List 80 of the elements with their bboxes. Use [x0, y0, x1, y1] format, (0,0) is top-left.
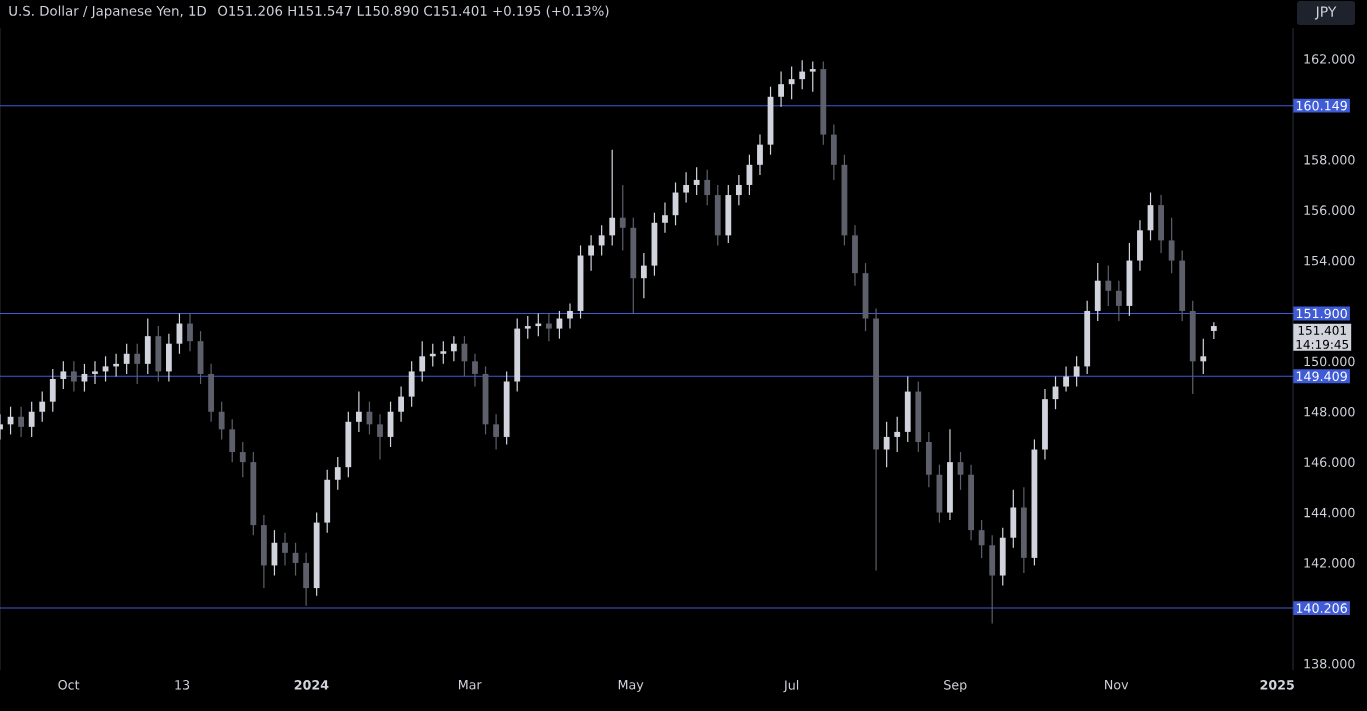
- x-tick-label: Mar: [458, 680, 482, 690]
- candlestick: [640, 252, 647, 299]
- y-tick-label: 146.000: [1304, 457, 1355, 467]
- x-tick-label: May: [618, 680, 644, 692]
- candlestick: [567, 302, 573, 330]
- text: JPY: [1314, 6, 1337, 20]
- candlestick: [545, 312, 552, 342]
- x-tick-label: 2025: [1260, 680, 1294, 690]
- candlestick: [683, 171, 689, 204]
- candlestick: [60, 360, 67, 390]
- y-tick-label: 156.000: [1304, 205, 1355, 215]
- candlestick: [334, 456, 341, 491]
- y-tick-label: 148.000: [1304, 406, 1355, 417]
- candlestick: [588, 234, 594, 272]
- candlestick: [1063, 365, 1069, 393]
- candlestick: [472, 353, 478, 388]
- candlestick: [894, 416, 901, 453]
- chart-subtitle: O151.206 H151.547 L150.890 C151.401 +0.195 (+0.13%): [218, 5, 609, 18]
- ref-line-label: 151.900: [1296, 308, 1347, 319]
- candlestick: [450, 335, 457, 362]
- candlestick: [1168, 217, 1175, 274]
- x-tick-label: Nov: [1105, 680, 1129, 690]
- candlestick: [493, 413, 499, 451]
- candlestick: [28, 401, 35, 438]
- y-tick-label: 150.000: [1304, 356, 1355, 367]
- candlestick: [1105, 265, 1112, 307]
- candlestick: [1115, 280, 1122, 322]
- candlestick: [619, 184, 626, 252]
- x-tick-label: 13: [175, 680, 190, 690]
- candlestick: [735, 174, 742, 206]
- candlestick: [123, 343, 130, 375]
- y-tick-label: 158.000: [1304, 154, 1355, 165]
- chart-title: U.S. Dollar / Japanese Yen, 1D: [9, 5, 206, 19]
- candlestick: [229, 418, 236, 463]
- candlestick: [1073, 355, 1080, 388]
- y-tick-label: 162.000: [1304, 54, 1355, 64]
- candlestick: [978, 519, 985, 559]
- text: 14:19:45: [1296, 339, 1349, 349]
- y-tick-label: 144.000: [1304, 507, 1355, 518]
- candlestick: [757, 133, 763, 176]
- candlestick: [187, 312, 193, 352]
- candlestick: [92, 360, 98, 385]
- candlestick: [778, 70, 784, 108]
- candlestick: [1200, 338, 1207, 375]
- candlestick: [799, 59, 806, 90]
- candlestick: [355, 390, 362, 433]
- x-tick-label: Sep: [944, 680, 967, 693]
- candlestick: [81, 363, 88, 393]
- candlestick: [377, 413, 383, 461]
- candlestick: [598, 224, 605, 257]
- candlestick: [419, 340, 426, 383]
- candlestick: [524, 315, 531, 340]
- candlestick: [809, 60, 816, 93]
- candlestick: [398, 385, 404, 423]
- candlestick: [609, 149, 616, 247]
- candlestick: [788, 65, 795, 100]
- ref-line-label: 160.149: [1296, 100, 1347, 111]
- candlestick: [239, 441, 246, 478]
- x-tick-label: Jul: [783, 680, 799, 693]
- candlestick: [883, 421, 890, 468]
- candlestick: [70, 360, 77, 393]
- ref-line-label: 149.409: [1296, 371, 1347, 382]
- candlestick: [218, 401, 225, 441]
- text: 151.401: [1298, 325, 1346, 335]
- x-tick-label: 2024: [294, 680, 329, 690]
- candlestick: [704, 169, 711, 206]
- candlestick: [134, 343, 141, 385]
- candlestick: [49, 368, 56, 413]
- y-tick-label: 142.000: [1304, 558, 1355, 568]
- y-tick-label: 138.000: [1304, 658, 1355, 669]
- candlestick: [282, 532, 288, 567]
- candlestick: [1210, 321, 1217, 340]
- candlestick: [440, 340, 447, 365]
- candlestick: [39, 390, 46, 423]
- candlestick: [18, 406, 25, 438]
- x-tick-label: Oct: [58, 680, 80, 690]
- candlestick: [662, 202, 668, 234]
- candlestick: [693, 166, 700, 196]
- ref-line-label: 140.206: [1296, 603, 1347, 613]
- y-tick-label: 154.000: [1304, 255, 1355, 266]
